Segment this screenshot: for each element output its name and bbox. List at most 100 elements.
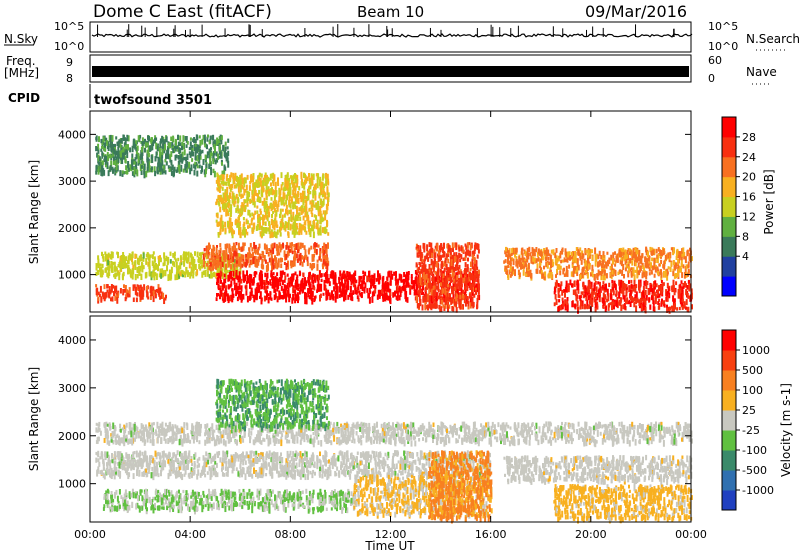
echo-cell [432,292,435,299]
echo-cell [392,292,395,298]
echo-cell [248,185,251,191]
echo-cell [660,272,663,278]
echo-cell [297,242,300,248]
echo-cell [465,271,468,276]
echo-cell [141,295,144,299]
echo-cell [654,257,657,263]
echo-cell [167,257,169,264]
echo-cell [579,274,582,280]
echo-cell [532,256,535,262]
echo-cell [114,272,117,280]
echo-cell [535,247,538,253]
echo-cell [343,274,346,278]
echo-cell [363,286,366,292]
echo-cell [256,205,259,209]
echo-cell [289,223,292,231]
echo-cell [431,247,434,253]
echo-cell [619,259,622,265]
echo-cell [219,259,221,266]
echo-cell [299,252,302,257]
echo-cell [267,297,270,304]
echo-cell [549,254,552,262]
echo-cell [457,296,460,302]
echo-cell [220,136,223,141]
echo-cell [301,182,304,189]
echo-cell [311,257,314,262]
echo-cell [514,253,516,258]
echo-cell [291,180,294,185]
echo-cell [113,148,116,155]
echo-cell [477,269,480,275]
echo-cell [276,296,279,300]
echo-cell [231,288,234,292]
echo-cell [221,261,224,268]
echo-cell [512,266,514,272]
echo-cell [258,196,261,202]
echo-cell [109,165,112,172]
echo-cell [169,154,172,160]
echo-cell [226,243,229,249]
echo-cell [577,306,580,311]
echo-cell [336,292,339,299]
echo-cell [281,214,284,218]
echo-cell [261,274,263,281]
echo-cell [97,255,100,260]
echo-cell [562,302,565,308]
echo-cell [259,222,261,229]
echo-cell [594,302,597,308]
echo-cell [274,220,277,226]
echo-cell [468,293,471,299]
echo-cell [223,250,226,257]
echo-cell [455,242,458,248]
echo-cell [193,259,196,263]
echo-cell [357,297,360,302]
echo-cell [467,306,470,310]
echo-cell [352,277,354,284]
echo-cell [614,251,616,255]
echo-cell [302,215,305,221]
echo-cell [600,273,603,281]
echo-cell [416,293,419,297]
echo-cell [560,259,563,264]
echo-cell [105,291,108,298]
echo-cell [237,216,240,222]
echo-cell [592,273,594,278]
echo-cell [97,169,100,175]
echo-cell [474,263,477,270]
echo-cell [334,276,337,283]
echo-cell [219,285,222,290]
echo-cell [304,249,307,256]
echo-cell [178,273,181,279]
echo-cell [317,279,320,287]
echo-cell [377,270,379,277]
echo-cell [158,292,161,297]
echo-cell [167,150,170,155]
echo-cell [585,294,588,301]
echo-cell [681,302,684,306]
echo-cell [251,195,254,201]
echo-cell [183,156,186,161]
echo-cell [618,279,621,286]
echo-cell [354,288,357,295]
echo-cell [137,159,140,164]
echo-cell [399,290,402,297]
echo-cell [108,254,111,258]
echo-cell [613,268,616,275]
echo-cell [326,257,329,264]
echo-cell [570,271,573,277]
echo-cell [589,293,592,298]
echo-cell [280,263,283,269]
echo-cell [268,248,271,252]
echo-cell [422,263,425,268]
echo-cell [254,183,257,188]
echo-cell [434,258,436,265]
echo-cell [302,256,305,260]
echo-cell [292,216,295,221]
echo-cell [219,206,222,213]
echo-cell [161,168,164,175]
echo-cell [451,269,454,273]
echo-cell [276,272,279,277]
echo-cell [104,155,106,162]
echo-cell [671,307,674,313]
echo-cell [677,268,680,274]
